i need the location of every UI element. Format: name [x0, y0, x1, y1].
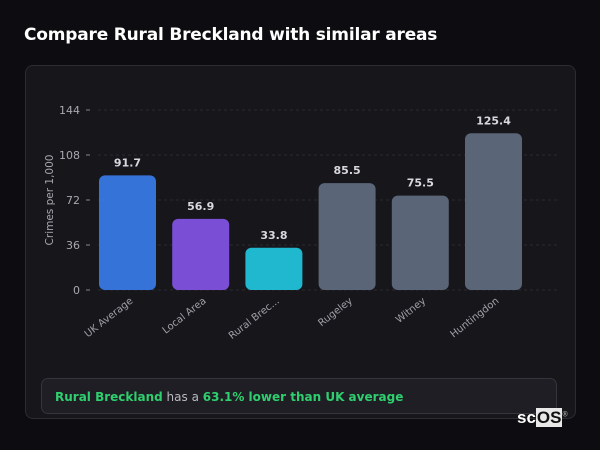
value-label: 85.5 — [334, 164, 361, 177]
y-tick-label: 108 — [59, 149, 80, 162]
summary-text: has a — [162, 390, 203, 404]
bar-5 — [465, 133, 522, 290]
bar-4 — [391, 195, 449, 290]
x-tick-label: Local Area — [161, 296, 209, 337]
bar-1 — [172, 218, 230, 290]
summary-highlight: 63.1% lower than UK average — [202, 390, 404, 404]
y-tick-label: 0 — [73, 284, 80, 297]
bar-0 — [99, 175, 156, 290]
page-title: Compare Rural Breckland with similar are… — [24, 25, 438, 45]
x-tick-label: Huntingdon — [449, 296, 502, 341]
bar-3 — [318, 183, 376, 290]
y-axis-label: Crimes per 1,000 — [44, 155, 56, 246]
value-label: 75.5 — [407, 177, 434, 190]
bar-2 — [245, 247, 303, 290]
x-tick-label: Rugeley — [317, 296, 356, 329]
summary-box: Rural Breckland has a 63.1% lower than U… — [41, 378, 557, 414]
summary-area: Rural Breckland — [55, 390, 163, 404]
y-tick-label: 36 — [66, 239, 80, 252]
x-tick-label: Rural Brec... — [227, 296, 282, 342]
y-tick-label: 144 — [59, 104, 80, 117]
x-tick-label: Witney — [394, 296, 428, 326]
value-label: 91.7 — [114, 156, 141, 169]
value-label: 125.4 — [476, 114, 511, 127]
x-tick-label: UK Average — [83, 296, 136, 340]
y-tick-label: 72 — [66, 194, 80, 207]
scos-logo: scOS® — [517, 408, 568, 427]
value-label: 33.8 — [260, 229, 287, 242]
value-label: 56.9 — [187, 200, 214, 213]
